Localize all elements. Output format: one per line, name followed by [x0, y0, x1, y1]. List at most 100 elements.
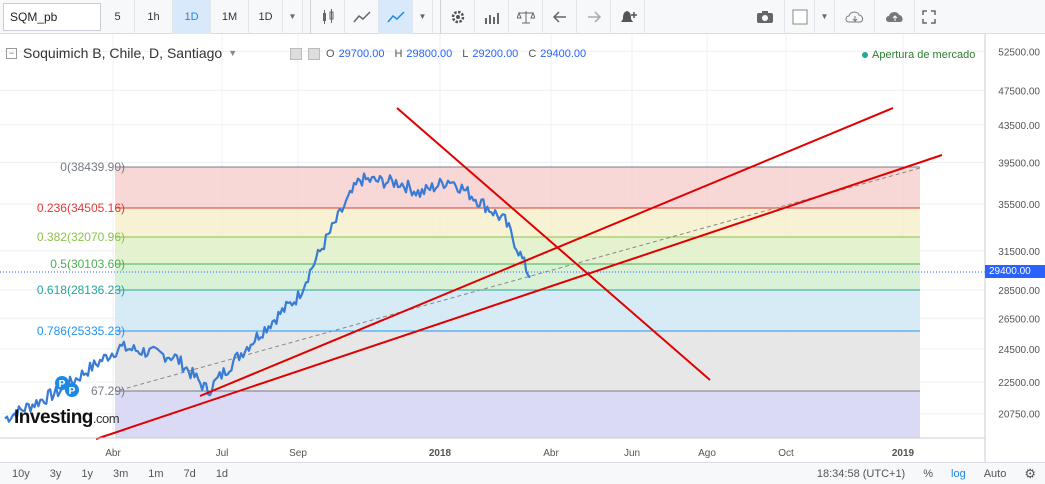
- chevron-down-icon[interactable]: ▼: [815, 0, 835, 34]
- price-axis-label: 22500.00: [998, 378, 1040, 389]
- range-1d[interactable]: 1d: [215, 467, 229, 480]
- fib-zone-5: [115, 331, 920, 391]
- support-trend-line[interactable]: [95, 154, 943, 440]
- price-axis-label: 31500.00: [998, 247, 1040, 258]
- close-label: C: [528, 48, 537, 60]
- range-10y[interactable]: 10y: [12, 467, 30, 480]
- settings-square-icon[interactable]: [308, 48, 320, 60]
- high-label: H: [394, 48, 403, 60]
- color-swatch-icon[interactable]: [785, 0, 815, 34]
- collapse-icon[interactable]: −: [6, 47, 17, 59]
- clock-time[interactable]: 18:34:58 (UTC+1): [816, 468, 906, 480]
- time-axis-label: Ago: [698, 448, 716, 459]
- symbol-input[interactable]: SQM_pb: [3, 2, 101, 31]
- range-3y[interactable]: 3y: [49, 467, 62, 480]
- gear-icon[interactable]: ⚙: [1024, 466, 1036, 481]
- event-marker-label: P: [69, 386, 76, 397]
- event-marker-label: P: [59, 379, 66, 390]
- price-chart[interactable]: 0(38439.90) 0.236(34505.16) 0.382(32070.…: [0, 34, 1045, 462]
- percent-toggle[interactable]: %: [923, 468, 934, 480]
- status-dot-icon: [862, 52, 868, 58]
- price-axis[interactable]: 52500.00 47500.00 43500.00 39500.00 35500.00…: [984, 34, 1040, 462]
- time-axis-label: 2018: [429, 448, 452, 459]
- range-7d[interactable]: 7d: [183, 467, 196, 480]
- interval-dropdown[interactable]: 1D: [249, 0, 283, 34]
- line-chart-icon[interactable]: [379, 0, 413, 34]
- current-price-badge: 29400.00: [985, 265, 1045, 278]
- fib-label-1: 67.29): [91, 384, 125, 398]
- time-axis-label: Sep: [289, 448, 307, 459]
- price-axis-label: 24500.00: [998, 345, 1040, 356]
- interval-1h[interactable]: 1h: [135, 0, 173, 34]
- time-axis[interactable]: Abr Jul Sep 2018 Abr Jun Ago Oct 2019: [105, 448, 914, 459]
- price-axis-label: 47500.00: [998, 86, 1040, 97]
- uptrend-channel-line[interactable]: [199, 107, 894, 397]
- fib-trend-line[interactable]: [119, 167, 921, 391]
- cloud-download-icon[interactable]: [835, 0, 875, 34]
- fib-zone-4: [115, 290, 920, 331]
- event-marker[interactable]: [55, 376, 69, 390]
- redo-icon[interactable]: [577, 0, 611, 34]
- candles-icon[interactable]: [311, 0, 345, 34]
- fullscreen-icon[interactable]: [915, 0, 943, 34]
- logo-suffix: .com: [92, 411, 120, 426]
- log-toggle[interactable]: log: [951, 468, 966, 480]
- cloud-upload-icon[interactable]: [875, 0, 915, 34]
- interval-1m[interactable]: 1M: [211, 0, 249, 34]
- area-chart-icon[interactable]: [345, 0, 379, 34]
- toolbar-divider: [433, 0, 441, 34]
- interval-1d[interactable]: 1D: [173, 0, 211, 34]
- logo-brand: Investing: [14, 407, 93, 428]
- compare-scale-icon[interactable]: [509, 0, 543, 34]
- investing-logo: Investing.com: [14, 407, 120, 429]
- fibonacci-retracement[interactable]: 0(38439.90) 0.236(34505.16) 0.382(32070.…: [37, 160, 920, 438]
- bottom-right-controls: 18:34:58 (UTC+1) % log Auto ⚙: [808, 463, 1045, 484]
- market-status-text: Apertura de mercado: [872, 49, 976, 61]
- open-label: O: [326, 48, 335, 60]
- bottom-toolbar: 10y 3y 1y 3m 1m 7d 1d 18:34:58 (UTC+1) %…: [0, 462, 1045, 484]
- fib-label-0: 0(38439.90): [60, 160, 125, 174]
- price-axis-label: 43500.00: [998, 121, 1040, 132]
- range-1y[interactable]: 1y: [81, 467, 93, 480]
- price-axis-label: 26500.00: [998, 314, 1040, 325]
- time-axis-label: Jul: [216, 448, 229, 459]
- settings-square-icon[interactable]: [290, 48, 302, 60]
- market-status: Apertura de mercado: [862, 49, 975, 61]
- downtrend-line[interactable]: [396, 107, 711, 381]
- time-axis-label: Abr: [105, 448, 121, 459]
- undo-icon[interactable]: [543, 0, 577, 34]
- gear-icon[interactable]: [441, 0, 475, 34]
- time-axis-label: 2019: [892, 448, 915, 459]
- ohlc-values: O 29700.00 H 29800.00 L 29200.00 C 29400.00: [290, 48, 592, 60]
- interval-5[interactable]: 5: [101, 0, 135, 34]
- low-label: L: [462, 48, 469, 60]
- time-axis-label: Oct: [778, 448, 794, 459]
- event-marker[interactable]: [65, 383, 79, 397]
- camera-icon[interactable]: [745, 0, 785, 34]
- chevron-down-icon[interactable]: ▼: [283, 0, 303, 34]
- price-series-line: [4, 172, 531, 423]
- chevron-down-icon[interactable]: ▼: [228, 48, 238, 58]
- price-axis-label: 52500.00: [998, 47, 1040, 58]
- close-value: 29400.00: [540, 48, 587, 60]
- time-axis-label: Abr: [543, 448, 559, 459]
- chart-legend-title[interactable]: − Soquimich B, Chile, D, Santiago ▼: [6, 45, 237, 61]
- price-axis-label: 20750.00: [998, 410, 1040, 421]
- price-axis-label: 35500.00: [998, 200, 1040, 211]
- range-1m[interactable]: 1m: [148, 467, 164, 480]
- time-axis-label: Jun: [624, 448, 640, 459]
- range-3m[interactable]: 3m: [113, 467, 129, 480]
- indicators-icon[interactable]: [475, 0, 509, 34]
- fib-label-0618: 0.618(28136.23): [37, 283, 125, 297]
- toolbar-divider: [303, 0, 311, 34]
- auto-toggle[interactable]: Auto: [983, 468, 1007, 480]
- fib-label-0786: 0.786(25335.23): [37, 324, 125, 338]
- chevron-down-icon[interactable]: ▼: [413, 0, 433, 34]
- alert-icon[interactable]: [611, 0, 645, 34]
- fib-zone-0: [115, 167, 920, 208]
- fib-zone-3: [115, 264, 920, 290]
- top-toolbar: SQM_pb 5 1h 1D 1M 1D ▼ ▼: [0, 0, 1045, 34]
- low-value: 29200.00: [472, 48, 519, 60]
- instrument-title: Soquimich B, Chile, D, Santiago: [23, 45, 223, 61]
